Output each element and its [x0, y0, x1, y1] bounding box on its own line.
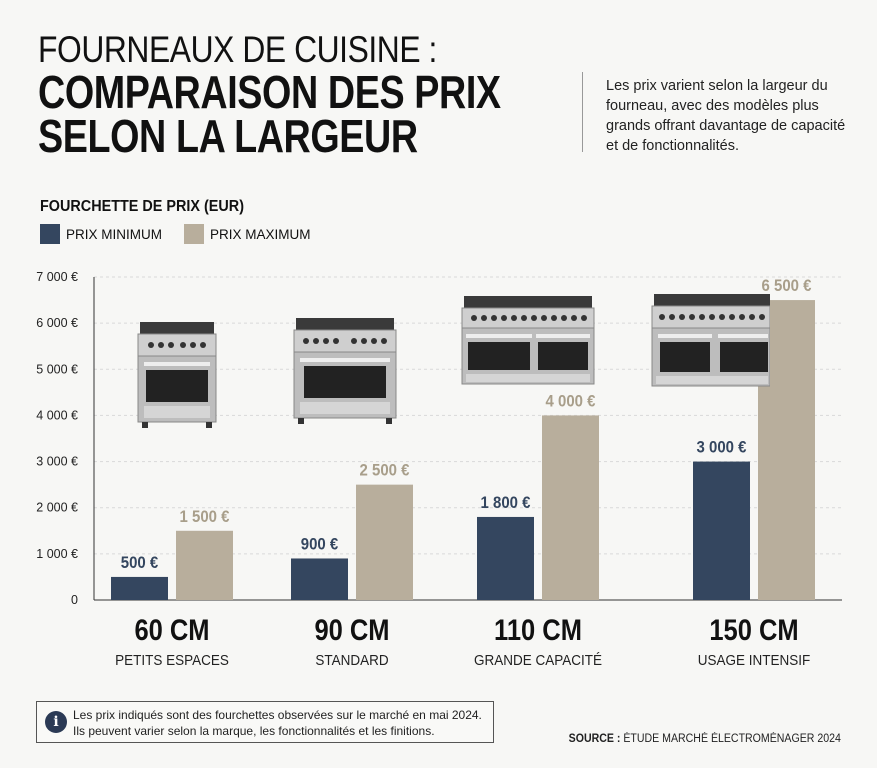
category-name: 110 CM [494, 614, 582, 647]
bar-value-label: 2 500 € [360, 462, 410, 480]
y-tick-label: 7 000 € [36, 270, 78, 284]
y-tick-label: 0 [71, 593, 78, 607]
category-label: 110 CM GRANDE CAPACITÉ [438, 614, 638, 669]
y-tick-label: 3 000 € [36, 455, 78, 469]
legend-item-max: PRIX MAXIMUM [184, 224, 311, 244]
title-block: FOURNEAUX DE CUISINE : COMPARAISON DES P… [38, 29, 558, 162]
y-tick-label: 4 000 € [36, 408, 78, 422]
bar-value-label: 3 000 € [697, 439, 747, 457]
bar-value-label: 1 800 € [481, 494, 531, 512]
bar-max [176, 530, 233, 600]
bar-value-label: 900 € [301, 536, 339, 554]
legend-item-min: PRIX MINIMUM [40, 224, 162, 244]
source: SOURCE : ÉTUDE MARCHÉ ÉLECTROMÉNAGER 202… [569, 733, 841, 745]
note-text: Les prix indiqués sont des fourchettes o… [73, 707, 482, 739]
legend-label-max: PRIX MAXIMUM [210, 226, 311, 242]
legend-swatch-min [40, 224, 60, 244]
y-tick-label: 5 000 € [36, 362, 78, 376]
title-line-2: COMPARAISON DES PRIX [38, 66, 501, 118]
header-description: Les prix varient selon la largeur du fou… [606, 78, 846, 154]
bar-value-label: 4 000 € [546, 393, 596, 411]
legend-swatch-max [184, 224, 204, 244]
bar-min [291, 558, 348, 600]
y-tick-label: 6 000 € [36, 316, 78, 330]
bar-min [693, 461, 750, 600]
source-text: ÉTUDE MARCHÉ ÉLECTROMÉNAGER 2024 [623, 733, 841, 745]
info-icon: i [45, 711, 67, 733]
title-line-1: FOURNEAUX DE CUISINE : [38, 29, 437, 70]
stove-110cm-icon [461, 296, 595, 385]
note-line-2: Ils peuvent varier selon la marque, les … [73, 724, 435, 738]
category-name: 150 CM [709, 614, 799, 647]
title-line-3: SELON LA LARGEUR [38, 110, 418, 162]
bar-min [477, 516, 534, 600]
bar-value-label: 1 500 € [180, 508, 230, 526]
chart-section-title: FOURCHETTE DE PRIX (EUR) [40, 198, 245, 215]
category-name: 90 CM [314, 614, 390, 647]
category-subtitle: PETITS ESPACES [115, 652, 229, 669]
bar-value-label: 6 500 € [762, 277, 812, 295]
category-subtitle: STANDARD [315, 652, 389, 669]
y-tick-label: 1 000 € [36, 547, 78, 561]
category-subtitle: USAGE INTENSIF [697, 652, 811, 669]
category-label: 90 CM STANDARD [252, 614, 452, 669]
category-subtitle: GRANDE CAPACITÉ [473, 652, 603, 669]
bar-min [111, 576, 168, 600]
stove-150cm-icon [651, 294, 770, 387]
note-line-1: Les prix indiqués sont des fourchettes o… [73, 708, 482, 722]
legend: PRIX MINIMUM PRIX MAXIMUM [40, 224, 311, 244]
category-label: 150 CM USAGE INTENSIF [654, 614, 854, 669]
stove-60cm-icon [137, 322, 217, 428]
bar-max [356, 484, 413, 600]
bar-value-label: 500 € [121, 554, 159, 572]
bar-max [542, 415, 599, 600]
header-divider [582, 72, 583, 152]
y-tick-label: 2 000 € [36, 501, 78, 515]
stove-90cm-icon [293, 318, 397, 424]
info-note: i Les prix indiqués sont des fourchettes… [36, 701, 494, 743]
category-label: 60 CM PETITS ESPACES [72, 614, 272, 669]
legend-label-min: PRIX MINIMUM [66, 226, 162, 242]
source-label: SOURCE : [568, 733, 621, 745]
category-name: 60 CM [134, 614, 210, 647]
